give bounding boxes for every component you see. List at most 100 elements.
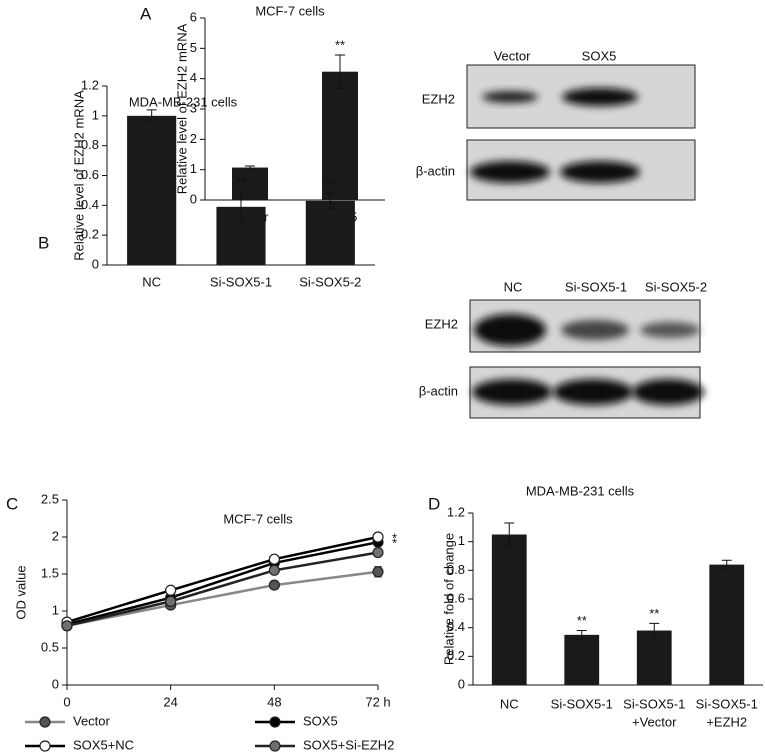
y-tick-label: 5 [190, 40, 197, 55]
x-tick-label: 72 h [365, 694, 390, 709]
y-axis-label: OD value [13, 565, 28, 619]
band [632, 379, 704, 405]
error-bar [649, 622, 660, 639]
lane-label: SOX5 [582, 48, 617, 63]
y-tick-label: 0.8 [447, 562, 465, 577]
legend-marker [269, 740, 281, 752]
y-tick-label: 1 [190, 161, 197, 176]
panel-letter: A [140, 4, 152, 23]
lane-label: Si-SOX5-1 [565, 279, 627, 294]
y-tick-label: 1.2 [447, 504, 465, 519]
y-tick-label: 1 [458, 533, 465, 548]
error-bar [146, 109, 157, 123]
y-tick-label: 0 [458, 676, 465, 691]
significance: * [392, 536, 397, 551]
marker [372, 531, 384, 543]
significance: ** [335, 37, 345, 52]
x-tick-label: Si-SOX5-1 [210, 274, 272, 289]
series-line [66, 551, 379, 628]
marker [165, 584, 177, 596]
panel-letter: B [38, 233, 49, 252]
y-axis-label: Relative level of EZH2 mRNA [174, 23, 189, 194]
band [482, 91, 538, 103]
x-tick-label: 48 [267, 694, 281, 709]
chart-title: MDA-MB-231 cells [526, 483, 635, 498]
bar [564, 634, 600, 685]
error-bar [335, 54, 345, 89]
error-bar [721, 559, 732, 570]
chart-title: MCF-7 cells [223, 511, 293, 526]
y-tick-label: 0.2 [81, 227, 99, 242]
band [472, 379, 552, 405]
y-tick-label: 0 [92, 256, 99, 271]
x-tick-label: Si-SOX5-1 [623, 696, 685, 711]
row-label: EZH2 [425, 316, 458, 331]
significance: ** [577, 613, 587, 628]
row-label: EZH2 [422, 91, 455, 106]
x-tick-label: NC [500, 696, 519, 711]
bar [491, 534, 527, 685]
band [562, 88, 638, 106]
legend-marker [39, 740, 51, 752]
marker [268, 553, 280, 565]
y-tick-label: 1 [92, 107, 99, 122]
y-tick-label: 0.2 [447, 648, 465, 663]
bar [636, 630, 672, 685]
y-tick-label: 0.4 [81, 197, 99, 212]
series-line [66, 535, 379, 624]
y-tick-label: 1.5 [41, 565, 59, 580]
bar [709, 564, 745, 685]
marker [165, 595, 177, 607]
blot-a: Vector SOX5 EZH2 β-actin [416, 48, 696, 201]
x-tick-label: NC [142, 274, 161, 289]
y-tick-label: 2 [190, 131, 197, 146]
blot-b: NC Si-SOX5-1 Si-SOX5-2 EZH2 β-actin [419, 279, 707, 419]
y-tick-label: 0.4 [447, 619, 465, 634]
error-bar [325, 192, 336, 209]
x-tick-label: +EZH2 [706, 714, 747, 729]
y-tick-label: 0 [190, 191, 197, 206]
bar [305, 200, 355, 265]
series-line [66, 540, 379, 626]
error-bar [576, 630, 587, 640]
y-tick-label: 2.5 [41, 491, 59, 506]
y-tick-label: 1.2 [81, 77, 99, 92]
marker [268, 564, 280, 576]
legend-marker [39, 716, 51, 728]
y-tick-label: 0.8 [81, 137, 99, 152]
y-tick-label: 0.6 [81, 167, 99, 182]
y-axis-label: Relative level of EZH2 mRNA [71, 90, 86, 261]
significance: ** [325, 176, 335, 191]
row-label: β-actin [419, 383, 458, 398]
row-label: β-actin [416, 163, 455, 178]
legend-label: SOX5+Si-EZH2 [303, 737, 394, 752]
x-tick-label: +Vector [632, 714, 677, 729]
error-bar [236, 191, 246, 223]
x-tick-label: 24 [163, 694, 177, 709]
x-tick-label: Si-SOX5-1 [551, 696, 613, 711]
y-tick-label: 3 [190, 100, 197, 115]
x-tick-label: 0 [63, 694, 70, 709]
legend-marker [269, 716, 281, 728]
x-tick-label: Si-SOX5-2 [299, 274, 361, 289]
legend-label: Vector [73, 713, 111, 728]
significance: ** [236, 174, 246, 189]
y-tick-label: 0.5 [41, 639, 59, 654]
y-axis-label: Relative fold of change [441, 533, 456, 665]
x-tick-label: Si-SOX5-1 [696, 696, 758, 711]
band [470, 161, 550, 183]
bar [232, 167, 268, 200]
error-bar [504, 522, 515, 547]
lane-label: Si-SOX5-2 [645, 279, 707, 294]
legend-label: SOX5 [303, 713, 338, 728]
bar [322, 71, 358, 200]
y-tick-label: 1 [52, 602, 59, 617]
panel-letter: C [6, 494, 18, 513]
error-bar [245, 165, 255, 170]
series-line [66, 570, 379, 628]
legend-label: SOX5+NC [73, 737, 134, 752]
band [561, 320, 629, 340]
band [553, 379, 633, 405]
y-tick-label: 4 [190, 70, 197, 85]
